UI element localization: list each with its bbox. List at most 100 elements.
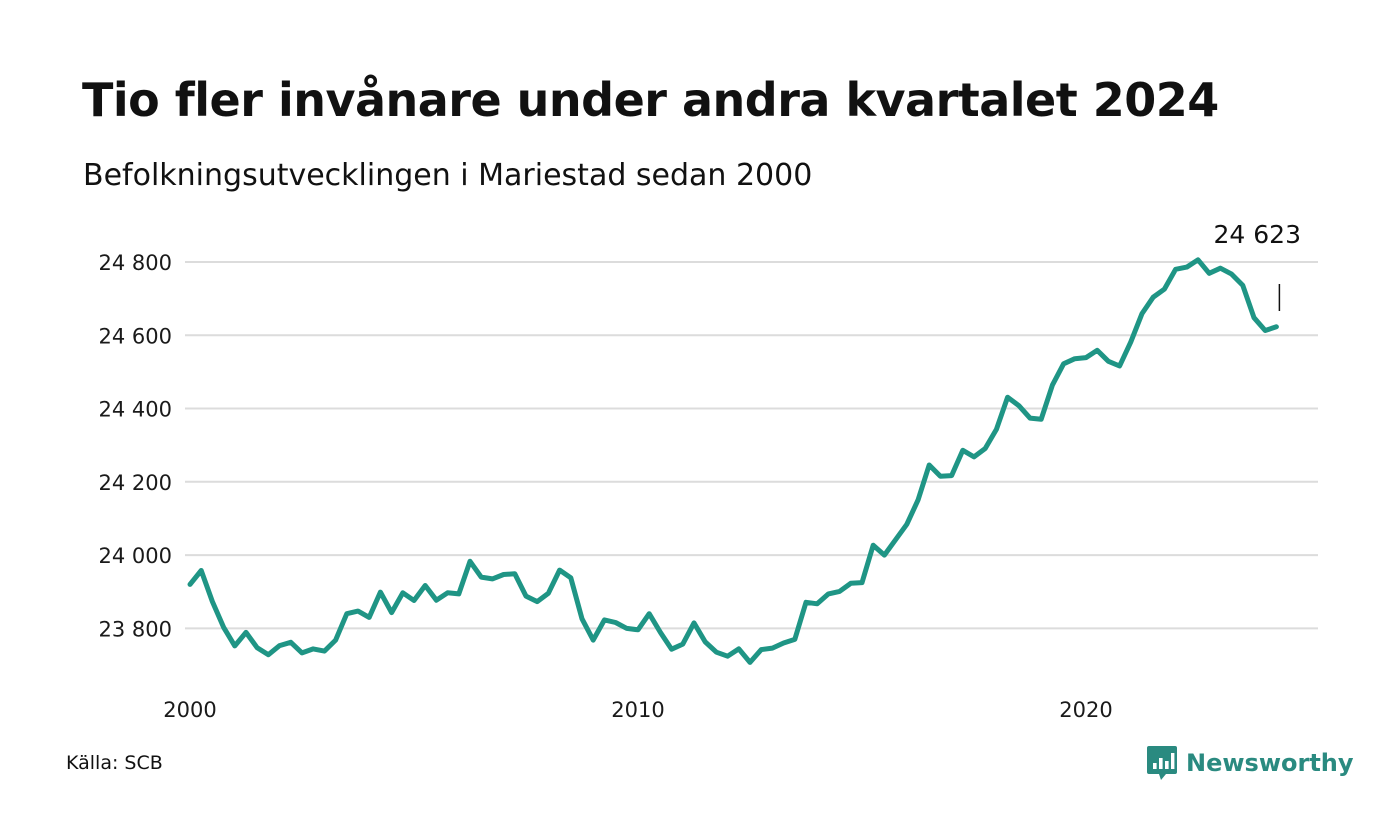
series-line: [187, 257, 1279, 665]
newsworthy-logo-icon: [1147, 746, 1177, 780]
data-point-55: [804, 600, 809, 605]
data-point-43: [669, 647, 674, 652]
data-point-62: [882, 553, 887, 558]
data-point-40: [636, 627, 641, 632]
data-point-18: [389, 610, 394, 615]
data-point-26: [479, 575, 484, 580]
data-point-52: [770, 646, 775, 651]
data-point-68: [949, 473, 954, 478]
data-point-67: [938, 474, 943, 479]
chart-title: Tio fler invånare under andra kvartalet …: [82, 73, 1219, 127]
data-point-39: [624, 626, 629, 631]
data-point-88: [1173, 267, 1178, 272]
data-point-35: [580, 616, 585, 621]
data-point-29: [512, 571, 517, 576]
data-point-73: [1005, 395, 1010, 400]
data-point-27: [490, 576, 495, 581]
data-point-42: [658, 630, 663, 635]
gridlines: [185, 260, 1318, 630]
data-point-41: [647, 611, 652, 616]
data-point-45: [692, 620, 697, 625]
data-point-79: [1072, 356, 1077, 361]
data-point-49: [736, 646, 741, 651]
y-tick-label-0: 23 800: [99, 617, 172, 641]
data-point-76: [1039, 417, 1044, 422]
data-point-22: [434, 598, 439, 603]
data-point-15: [356, 609, 361, 614]
data-point-80: [1084, 355, 1089, 360]
data-point-95: [1252, 315, 1257, 320]
x-tick-label-1: 2010: [611, 698, 664, 722]
data-point-7: [266, 652, 271, 657]
data-point-33: [557, 568, 562, 573]
data-point-25: [468, 559, 473, 564]
data-point-36: [591, 638, 596, 643]
data-point-1: [199, 568, 204, 573]
data-point-48: [725, 654, 730, 659]
data-point-38: [613, 620, 618, 625]
data-point-0: [188, 582, 193, 587]
data-point-94: [1240, 283, 1245, 288]
y-tick-label-4: 24 600: [99, 324, 172, 348]
data-point-24: [456, 591, 461, 596]
series-layer: [187, 257, 1279, 665]
data-point-85: [1140, 311, 1145, 316]
data-point-77: [1050, 383, 1055, 388]
x-axis-tick-labels: 2000 2010 2020: [163, 698, 1112, 722]
data-point-59: [848, 581, 853, 586]
data-point-2: [210, 599, 215, 604]
data-point-13: [333, 638, 338, 643]
x-tick-label-2: 2020: [1059, 698, 1112, 722]
data-point-4: [232, 643, 237, 648]
data-point-11: [311, 646, 316, 651]
data-point-30: [524, 594, 529, 599]
data-point-74: [1016, 403, 1021, 408]
source-note: Källa: SCB: [66, 752, 163, 774]
last-value-annotation: 24 623: [1214, 220, 1301, 311]
brand-name: Newsworthy: [1186, 749, 1354, 777]
data-points: [188, 257, 1279, 665]
data-point-69: [960, 448, 965, 453]
y-tick-label-3: 24 400: [99, 398, 172, 422]
data-point-97: [1274, 324, 1279, 329]
data-point-19: [400, 590, 405, 595]
data-point-58: [837, 589, 842, 594]
data-point-72: [994, 427, 999, 432]
data-point-12: [322, 649, 327, 654]
data-point-63: [893, 537, 898, 542]
data-point-53: [781, 641, 786, 646]
data-point-54: [792, 637, 797, 642]
data-point-84: [1128, 339, 1133, 344]
data-point-34: [568, 575, 573, 580]
brand-logo: Newsworthy: [1146, 742, 1354, 784]
data-point-21: [423, 583, 428, 588]
annotation-value: 24 623: [1214, 220, 1301, 249]
y-axis-tick-labels: 23 800 24 000 24 200 24 400 24 600 24 800: [99, 251, 172, 641]
data-point-32: [546, 591, 551, 596]
data-point-93: [1229, 272, 1234, 277]
data-point-16: [367, 615, 372, 620]
data-point-92: [1218, 266, 1223, 271]
y-tick-label-2: 24 200: [99, 471, 172, 495]
data-point-75: [1028, 416, 1033, 421]
data-point-10: [300, 650, 305, 655]
data-point-64: [904, 522, 909, 527]
data-point-14: [344, 611, 349, 616]
data-point-71: [983, 446, 988, 451]
data-point-91: [1207, 271, 1212, 276]
chart-subtitle: Befolkningsutvecklingen i Mariestad seda…: [83, 158, 813, 193]
data-point-47: [714, 650, 719, 655]
data-point-20: [412, 598, 417, 603]
data-point-61: [871, 543, 876, 548]
data-point-89: [1184, 265, 1189, 270]
data-point-9: [288, 640, 293, 645]
data-point-66: [927, 463, 932, 468]
data-point-44: [680, 642, 685, 647]
data-point-60: [860, 580, 865, 585]
data-point-23: [445, 590, 450, 595]
data-point-81: [1095, 348, 1100, 353]
data-point-78: [1061, 361, 1066, 366]
data-point-50: [748, 660, 753, 665]
data-point-56: [815, 601, 820, 606]
